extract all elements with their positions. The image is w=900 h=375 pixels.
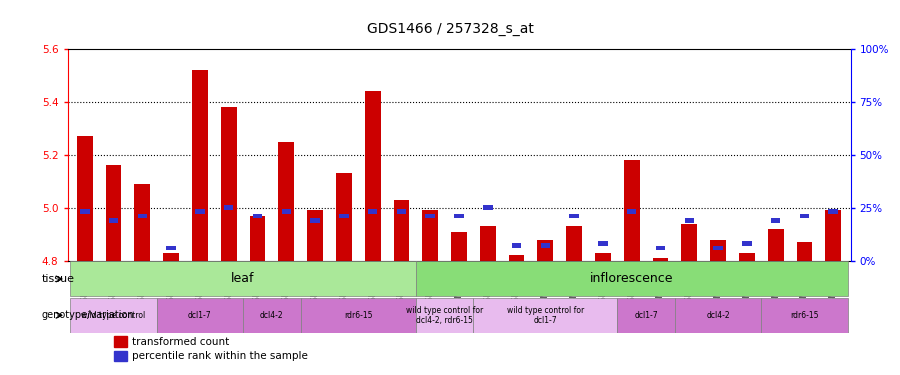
Bar [537, 240, 554, 261]
Bar [224, 205, 233, 210]
Bar [598, 241, 608, 246]
Bar [624, 160, 640, 261]
Bar [512, 243, 521, 248]
Bar [825, 210, 842, 261]
Bar [80, 210, 89, 214]
Bar [307, 210, 323, 261]
Text: inflorescence: inflorescence [590, 273, 673, 285]
Bar [768, 229, 784, 261]
Bar [278, 141, 294, 261]
Bar [336, 173, 352, 261]
Bar [166, 246, 176, 250]
Bar [109, 218, 118, 223]
Bar [105, 165, 122, 261]
Text: genotype/variation: genotype/variation [41, 310, 134, 320]
Text: tissue: tissue [41, 274, 75, 284]
Bar [681, 224, 698, 261]
Bar [742, 241, 752, 246]
Bar [685, 218, 694, 223]
Bar [800, 214, 809, 218]
Text: dcl4-2: dcl4-2 [706, 311, 730, 320]
Bar [301, 298, 416, 333]
Bar [76, 136, 93, 261]
Bar [114, 336, 127, 347]
Bar [761, 298, 848, 333]
Bar [114, 351, 127, 361]
Bar [195, 210, 204, 214]
Bar [710, 240, 726, 261]
Bar [617, 298, 675, 333]
Text: wild type control for
dcl1-7: wild type control for dcl1-7 [507, 306, 584, 325]
Bar [70, 298, 157, 333]
Bar [739, 253, 755, 261]
Bar [243, 298, 301, 333]
Bar [192, 70, 208, 261]
Bar [714, 246, 723, 250]
Text: rdr6-15: rdr6-15 [790, 311, 819, 320]
Bar [220, 107, 237, 261]
Bar [483, 205, 492, 210]
Bar [454, 214, 464, 218]
Bar [508, 255, 525, 261]
Bar [480, 226, 496, 261]
Bar [416, 261, 848, 296]
Bar [422, 210, 438, 261]
Bar [656, 246, 665, 250]
Bar [796, 242, 813, 261]
Bar [771, 218, 780, 223]
Bar [339, 214, 348, 218]
Bar [397, 210, 406, 214]
Bar [627, 210, 636, 214]
Bar [652, 258, 669, 261]
Text: GDS1466 / 257328_s_at: GDS1466 / 257328_s_at [366, 22, 534, 36]
Bar [566, 226, 582, 261]
Bar [157, 298, 243, 333]
Text: percentile rank within the sample: percentile rank within the sample [131, 351, 308, 361]
Bar [473, 298, 617, 333]
Bar [541, 243, 550, 248]
Text: dcl1-7: dcl1-7 [188, 311, 212, 320]
Bar [163, 253, 179, 261]
Bar [138, 214, 147, 218]
Bar [364, 91, 381, 261]
Bar [393, 200, 410, 261]
Bar [426, 214, 435, 218]
Text: transformed count: transformed count [131, 337, 229, 347]
Text: dcl1-7: dcl1-7 [634, 311, 658, 320]
Bar [675, 298, 761, 333]
Bar [253, 214, 262, 218]
Bar [368, 210, 377, 214]
Bar [249, 216, 266, 261]
Bar [70, 261, 416, 296]
Bar [451, 232, 467, 261]
Bar [829, 210, 838, 214]
Bar [282, 210, 291, 214]
Text: wild type control: wild type control [81, 311, 146, 320]
Bar [134, 184, 150, 261]
Text: leaf: leaf [231, 273, 255, 285]
Bar [416, 298, 473, 333]
Bar [310, 218, 320, 223]
Text: wild type control for
dcl4-2, rdr6-15: wild type control for dcl4-2, rdr6-15 [406, 306, 483, 325]
Text: dcl4-2: dcl4-2 [260, 311, 284, 320]
Text: rdr6-15: rdr6-15 [344, 311, 373, 320]
Bar [595, 253, 611, 261]
Bar [570, 214, 579, 218]
